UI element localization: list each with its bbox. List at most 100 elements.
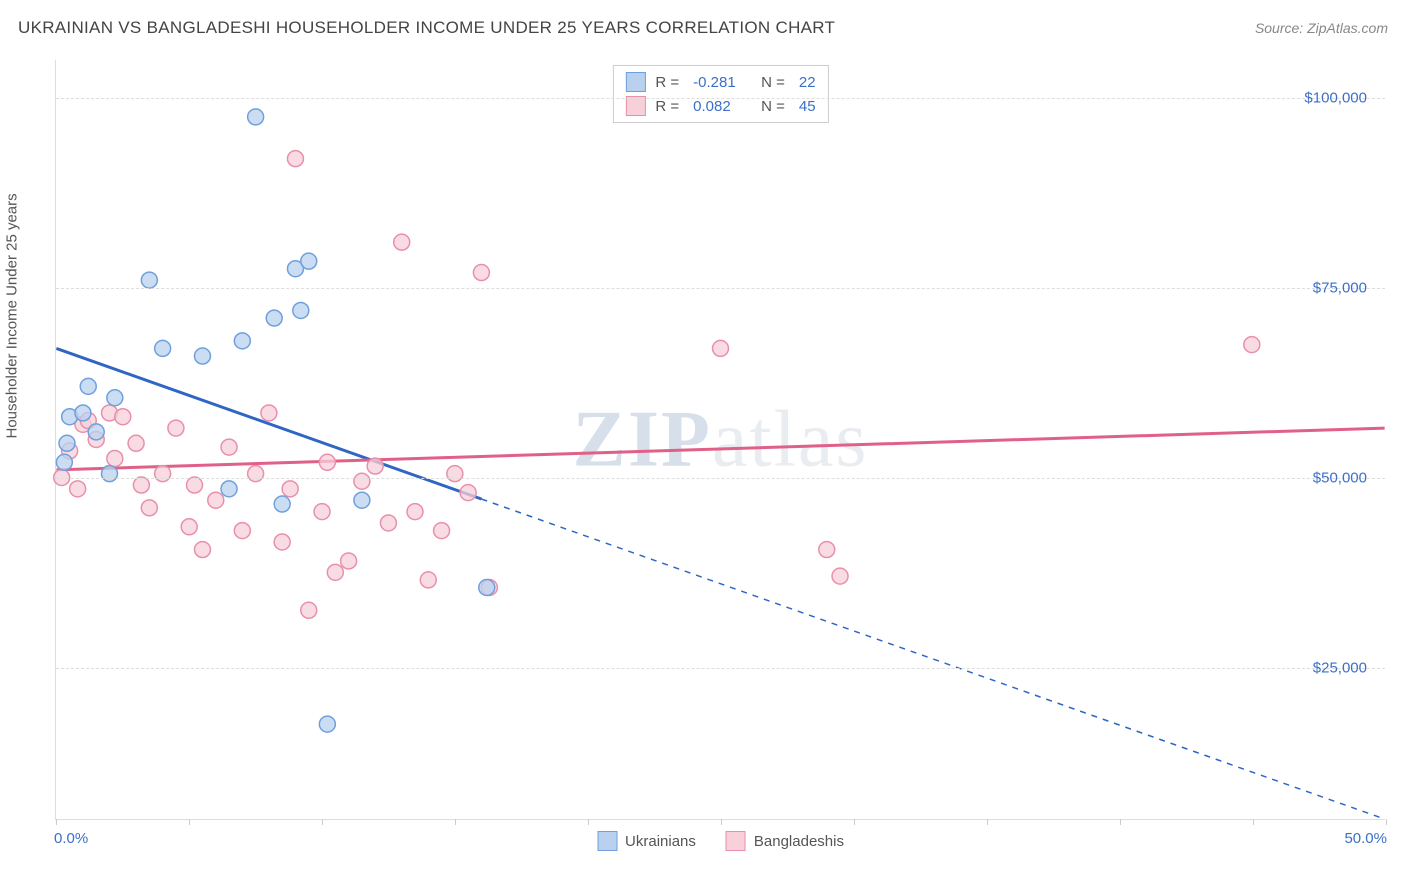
source-attribution: Source: ZipAtlas.com — [1255, 20, 1388, 36]
data-point[interactable] — [141, 272, 157, 288]
x-tick — [322, 819, 323, 825]
data-point[interactable] — [301, 253, 317, 269]
y-tick-label: $75,000 — [1313, 280, 1367, 297]
data-point[interactable] — [319, 454, 335, 470]
data-point[interactable] — [155, 340, 171, 356]
data-point[interactable] — [56, 454, 72, 470]
legend-swatch — [597, 831, 617, 851]
data-point[interactable] — [266, 310, 282, 326]
data-point[interactable] — [107, 450, 123, 466]
data-point[interactable] — [75, 405, 91, 421]
data-point[interactable] — [301, 602, 317, 618]
data-point[interactable] — [155, 466, 171, 482]
data-point[interactable] — [194, 348, 210, 364]
x-tick — [1253, 819, 1254, 825]
data-point[interactable] — [394, 234, 410, 250]
data-point[interactable] — [107, 390, 123, 406]
data-point[interactable] — [832, 568, 848, 584]
data-point[interactable] — [248, 109, 264, 125]
series-legend: Ukrainians Bangladeshis — [597, 831, 844, 851]
legend-r-label: R = — [655, 74, 679, 91]
y-tick-label: $100,000 — [1304, 90, 1367, 107]
data-point[interactable] — [115, 409, 131, 425]
data-point[interactable] — [187, 477, 203, 493]
data-point[interactable] — [354, 473, 370, 489]
data-point[interactable] — [261, 405, 277, 421]
data-point[interactable] — [248, 466, 264, 482]
data-point[interactable] — [1244, 337, 1260, 353]
data-point[interactable] — [70, 481, 86, 497]
x-tick — [721, 819, 722, 825]
data-point[interactable] — [314, 504, 330, 520]
trend-line-dashed — [481, 499, 1384, 819]
x-tick — [854, 819, 855, 825]
data-point[interactable] — [221, 439, 237, 455]
x-tick — [588, 819, 589, 825]
data-point[interactable] — [341, 553, 357, 569]
data-point[interactable] — [208, 492, 224, 508]
scatter-svg — [56, 60, 1385, 819]
data-point[interactable] — [420, 572, 436, 588]
data-point[interactable] — [293, 302, 309, 318]
y-tick-label: $25,000 — [1313, 660, 1367, 677]
y-tick-label: $50,000 — [1313, 470, 1367, 487]
data-point[interactable] — [133, 477, 149, 493]
data-point[interactable] — [319, 716, 335, 732]
chart-header: UKRAINIAN VS BANGLADESHI HOUSEHOLDER INC… — [18, 18, 1388, 38]
data-point[interactable] — [141, 500, 157, 516]
x-tick — [189, 819, 190, 825]
gridline — [56, 478, 1385, 479]
x-tick-label-first: 0.0% — [54, 830, 88, 847]
data-point[interactable] — [80, 378, 96, 394]
gridline — [56, 288, 1385, 289]
legend-series-name: Ukrainians — [625, 833, 696, 850]
x-tick — [987, 819, 988, 825]
data-point[interactable] — [434, 523, 450, 539]
data-point[interactable] — [354, 492, 370, 508]
chart-title: UKRAINIAN VS BANGLADESHI HOUSEHOLDER INC… — [18, 18, 835, 38]
data-point[interactable] — [274, 496, 290, 512]
legend-n-label: N = — [761, 74, 785, 91]
x-tick — [1120, 819, 1121, 825]
legend-series-name: Bangladeshis — [754, 833, 844, 850]
data-point[interactable] — [274, 534, 290, 550]
data-point[interactable] — [194, 542, 210, 558]
gridline — [56, 98, 1385, 99]
data-point[interactable] — [128, 435, 144, 451]
data-point[interactable] — [221, 481, 237, 497]
data-point[interactable] — [380, 515, 396, 531]
data-point[interactable] — [367, 458, 383, 474]
gridline — [56, 668, 1385, 669]
data-point[interactable] — [59, 435, 75, 451]
legend-row: R = -0.281 N = 22 — [625, 70, 815, 94]
data-point[interactable] — [102, 466, 118, 482]
data-point[interactable] — [407, 504, 423, 520]
chart-plot-area: ZIPatlas R =-0.281N =22R =0.082N =45 Ukr… — [55, 60, 1385, 820]
data-point[interactable] — [473, 265, 489, 281]
data-point[interactable] — [287, 151, 303, 167]
data-point[interactable] — [88, 424, 104, 440]
legend-swatch — [625, 72, 645, 92]
y-axis-label: Householder Income Under 25 years — [4, 193, 21, 438]
legend-r-label: R = — [655, 98, 679, 115]
legend-bottom-item: Ukrainians — [597, 831, 696, 851]
data-point[interactable] — [460, 485, 476, 501]
data-point[interactable] — [168, 420, 184, 436]
x-tick — [455, 819, 456, 825]
data-point[interactable] — [234, 523, 250, 539]
data-point[interactable] — [234, 333, 250, 349]
correlation-legend: R =-0.281N =22R =0.082N =45 — [612, 65, 828, 123]
data-point[interactable] — [713, 340, 729, 356]
data-point[interactable] — [819, 542, 835, 558]
data-point[interactable] — [327, 564, 343, 580]
data-point[interactable] — [447, 466, 463, 482]
data-point[interactable] — [181, 519, 197, 535]
data-point[interactable] — [282, 481, 298, 497]
data-point[interactable] — [479, 580, 495, 596]
legend-n-value: 45 — [799, 98, 816, 115]
legend-r-value: 0.082 — [693, 98, 751, 115]
x-tick — [1386, 819, 1387, 825]
legend-n-value: 22 — [799, 74, 816, 91]
legend-r-value: -0.281 — [693, 74, 751, 91]
x-tick-label-last: 50.0% — [1344, 830, 1387, 847]
